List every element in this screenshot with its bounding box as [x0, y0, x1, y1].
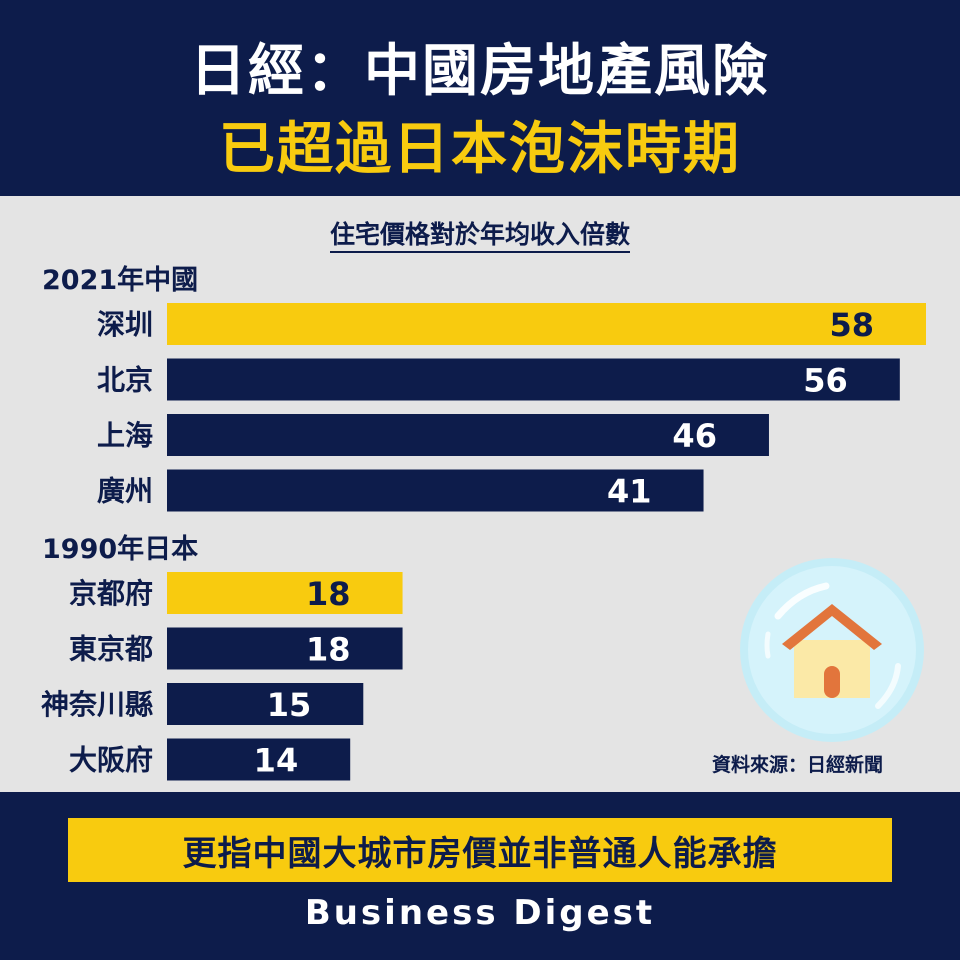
- group-label-japan: 1990年日本: [42, 534, 199, 565]
- category-label: 東京都: [69, 633, 153, 666]
- source-note: 資料來源：日經新聞: [712, 754, 884, 776]
- bar-神奈川縣: [167, 683, 364, 725]
- bar-大阪府: [167, 738, 351, 781]
- bar-廣州: [167, 469, 704, 512]
- bar-京都府: [167, 572, 403, 614]
- bottom-banner: 更指中國大城市房價並非普通人能承擔: [65, 815, 895, 885]
- chart-title: 住宅價格對於年均收入倍數: [0, 215, 960, 253]
- category-label: 神奈川縣: [41, 688, 153, 721]
- category-label: 廣州: [97, 475, 153, 508]
- bar-東京都: [167, 627, 403, 670]
- category-label: 京都府: [69, 577, 153, 610]
- group-label-china: 2021年中國: [42, 265, 199, 296]
- data-label: 18: [306, 631, 351, 669]
- data-label: 18: [306, 575, 351, 613]
- data-label: 41: [607, 473, 652, 511]
- title-line-1: 日經：中國房地產風險: [190, 39, 770, 104]
- category-label: 大阪府: [69, 744, 153, 777]
- brand-logo-text: Business Digest: [304, 893, 656, 933]
- data-label: 14: [254, 742, 299, 780]
- bar-北京: [167, 358, 900, 401]
- bar-深圳: [167, 303, 926, 345]
- header-band: [0, 0, 960, 196]
- category-label: 深圳: [97, 308, 153, 341]
- title-line-2: 已超過日本泡沫時期: [219, 117, 741, 182]
- category-label: 北京: [97, 364, 153, 397]
- data-label: 56: [803, 362, 848, 400]
- chart-title-text: 住宅價格對於年均收入倍數: [329, 220, 630, 253]
- data-label: 46: [672, 417, 717, 455]
- data-label: 15: [267, 686, 312, 724]
- data-label: 58: [829, 306, 874, 344]
- house-in-bubble-icon: [738, 556, 926, 744]
- category-label: 上海: [97, 419, 153, 452]
- bar-上海: [167, 414, 769, 456]
